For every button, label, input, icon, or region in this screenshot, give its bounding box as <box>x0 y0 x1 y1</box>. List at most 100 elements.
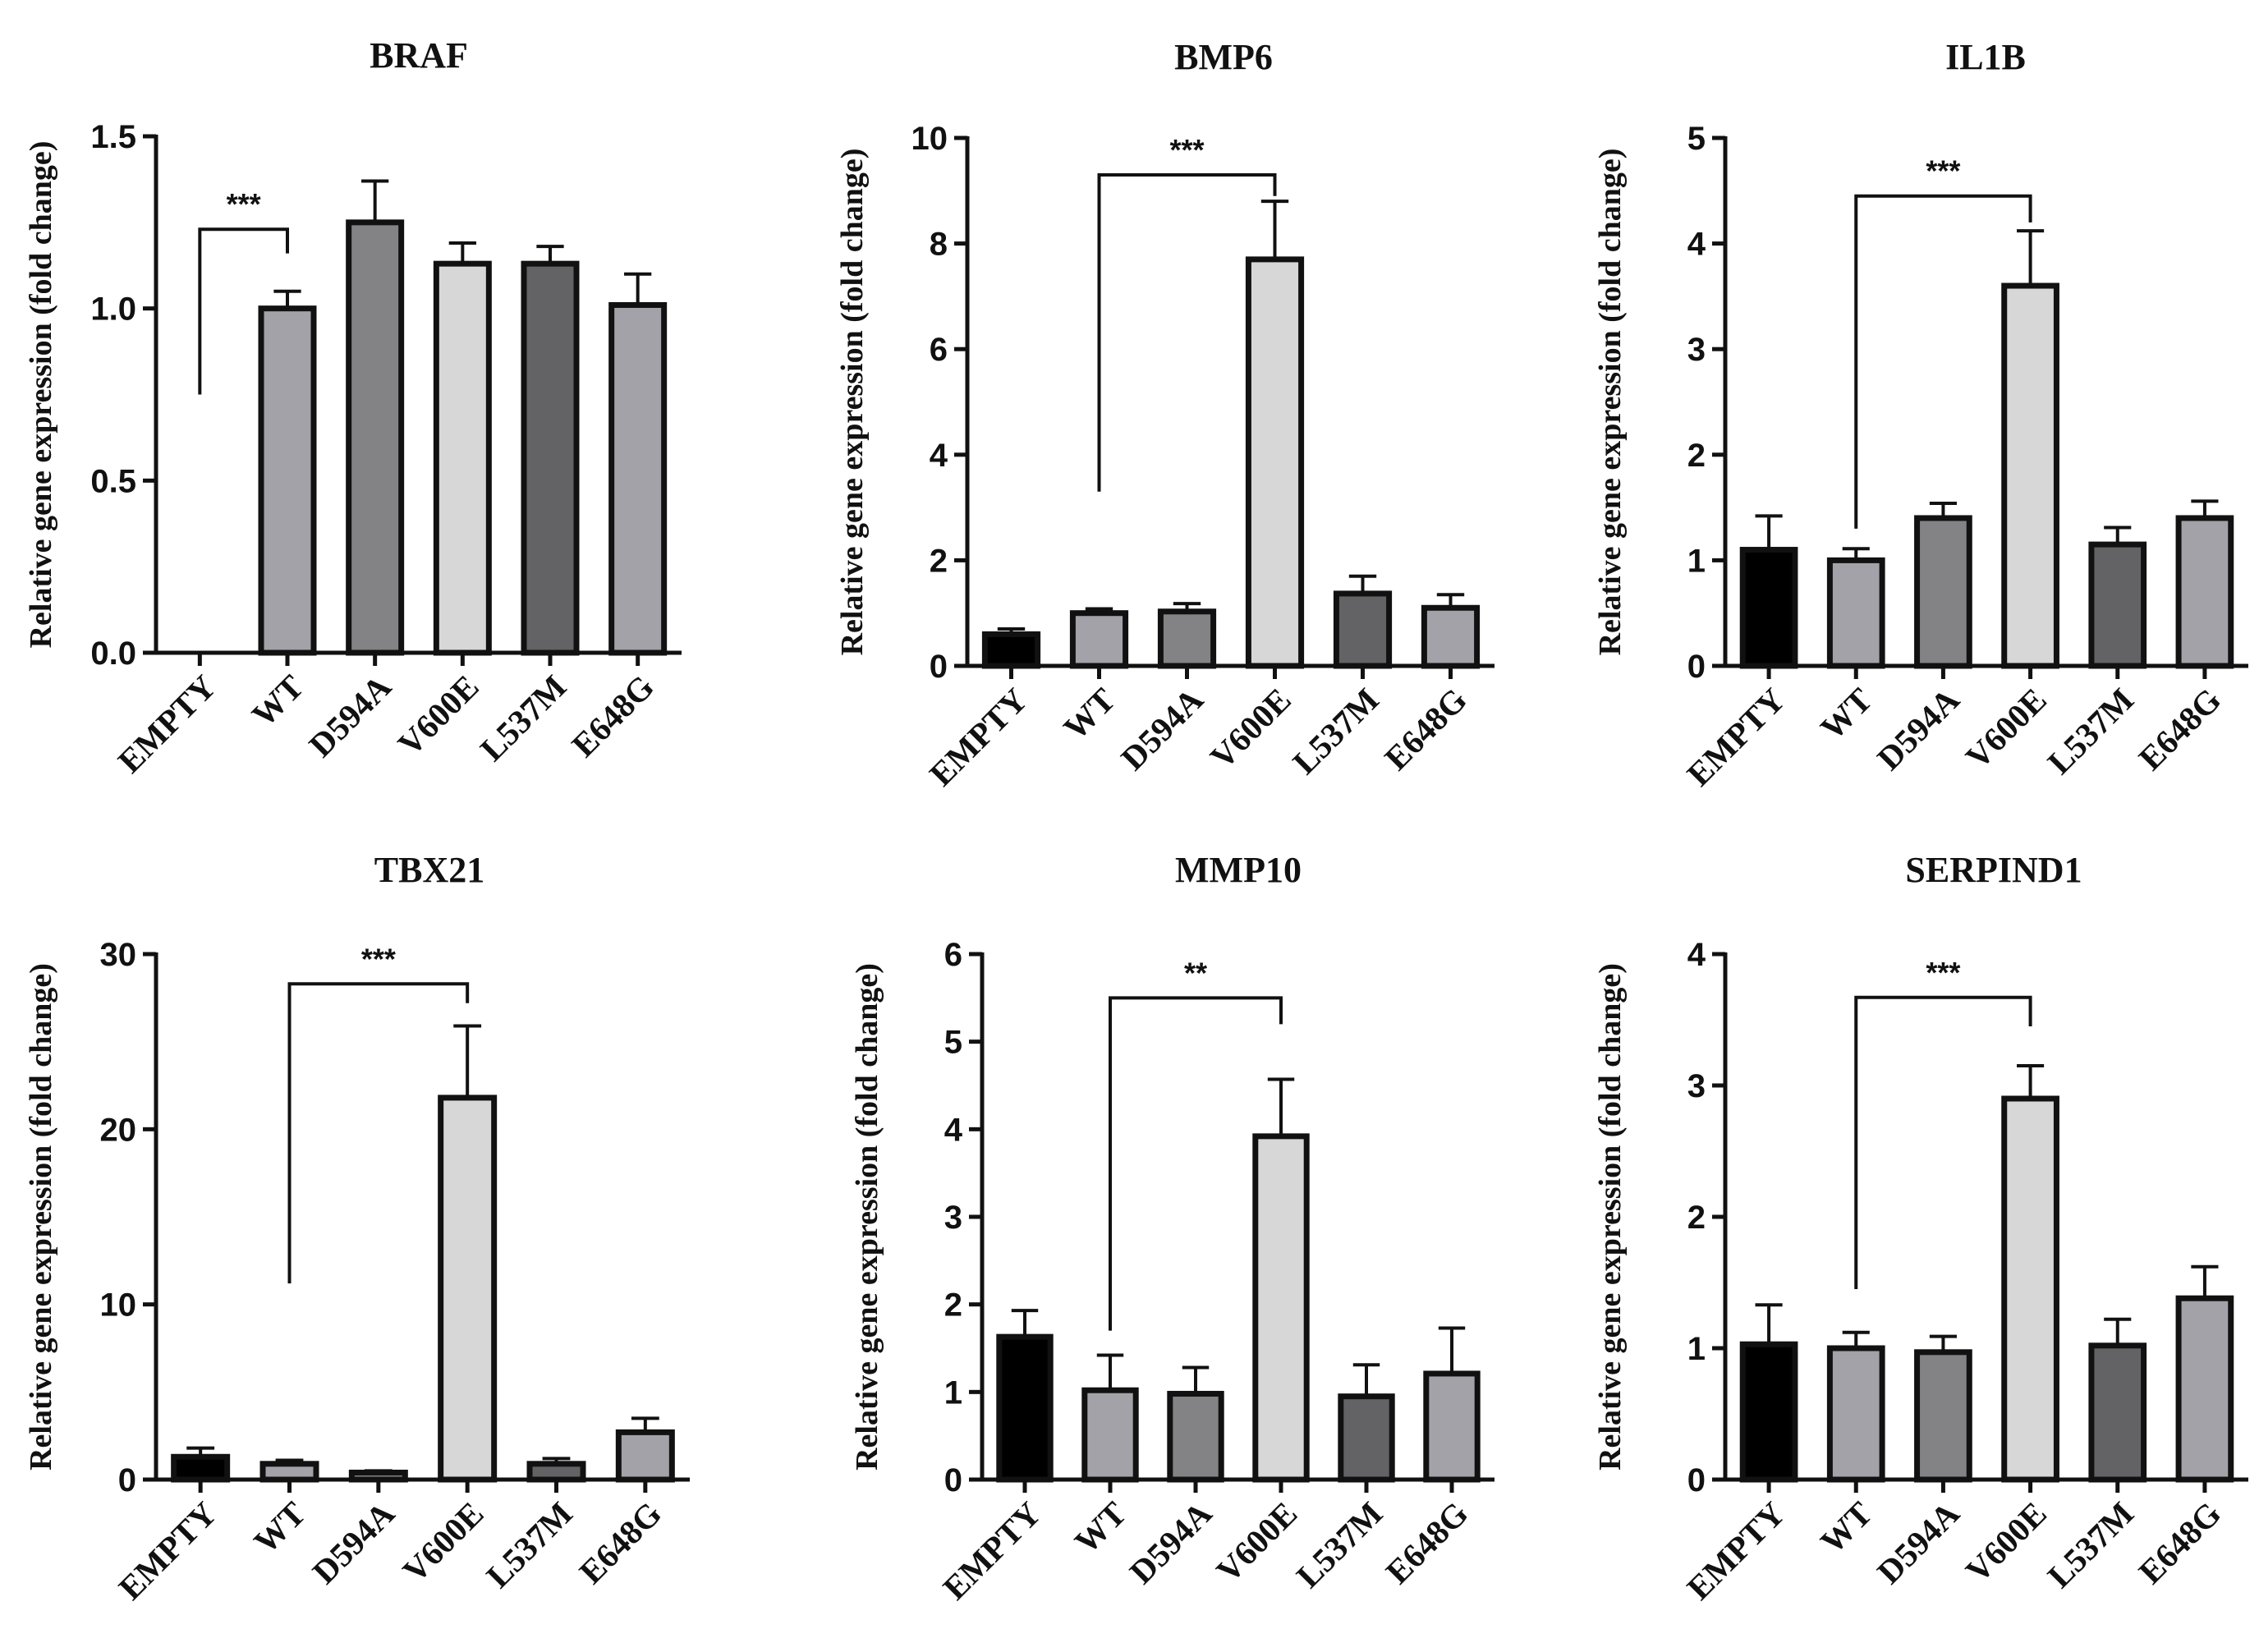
x-category-label: EMPTY <box>1679 1494 1792 1607</box>
x-category-label: V600E <box>395 1494 490 1590</box>
significance-bracket <box>1854 995 2032 1289</box>
x-category-label: EMPTY <box>1679 681 1792 793</box>
chart-title: BRAF <box>370 35 468 76</box>
y-tick-label: 1.5 <box>90 119 136 155</box>
bar-empty <box>1739 547 1798 669</box>
x-category-label: D594A <box>1870 681 1967 778</box>
bar-wt <box>1069 610 1129 669</box>
x-category-label: L537M <box>1285 681 1386 782</box>
y-tick-label: 0 <box>1687 1462 1706 1498</box>
bar-l537m <box>1338 1393 1395 1483</box>
x-category-label: L537M <box>479 1494 580 1595</box>
y-tick-label: 5 <box>944 1025 962 1061</box>
x-category-label: EMPTY <box>922 681 1035 793</box>
x-category-label: D594A <box>1870 1494 1967 1591</box>
significance-label: ** <box>1184 956 1207 989</box>
y-tick-label: 0 <box>944 1462 962 1498</box>
significance-bracket <box>287 982 470 1284</box>
significance-bracket <box>1109 996 1283 1331</box>
bar-v600e <box>433 260 492 656</box>
y-tick-label: 0 <box>118 1462 136 1498</box>
x-category-label: D594A <box>1122 1494 1219 1591</box>
y-tick-label: 2 <box>1687 1200 1706 1236</box>
y-tick-label: 1 <box>944 1374 962 1411</box>
y-tick-label: 4 <box>944 1112 963 1148</box>
x-category-label: WT <box>1067 1494 1133 1561</box>
chart-title: BMP6 <box>1174 37 1273 77</box>
bar-e648g <box>2175 515 2234 669</box>
y-tick-label: 3 <box>1687 1068 1706 1104</box>
y-tick-label: 4 <box>930 438 948 474</box>
x-category-label: V600E <box>1209 1494 1304 1590</box>
bar-wt <box>1826 557 1885 669</box>
chart-panel-tbx21: TBX21 Relative gene expression (fold chan… <box>24 850 690 1607</box>
x-category-label: V600E <box>390 668 485 763</box>
y-tick-label: 0 <box>1687 649 1706 685</box>
y-tick-label: 6 <box>944 937 962 973</box>
bar-v600e <box>1252 1133 1310 1483</box>
bar-e648g <box>608 301 668 656</box>
y-tick-label: 30 <box>100 937 137 973</box>
y-tick-label: 1.0 <box>90 291 136 328</box>
significance-bracket <box>1097 173 1277 492</box>
significance-bracket <box>198 227 289 395</box>
significance-label: *** <box>361 942 396 975</box>
x-category-label: D594A <box>305 1494 402 1591</box>
chart-title: MMP10 <box>1175 850 1302 890</box>
bar-e648g <box>1421 604 1481 669</box>
chart-title: TBX21 <box>374 850 484 890</box>
bar-wt <box>258 305 317 656</box>
bar-wt <box>259 1461 319 1483</box>
bar-empty <box>171 1453 231 1483</box>
y-tick-label: 0 <box>930 649 948 685</box>
x-category-label: D594A <box>301 668 398 764</box>
y-axis-label: Relative gene expression (fold change) <box>835 149 870 656</box>
y-tick-label: 20 <box>100 1112 137 1148</box>
y-tick-label: 0.0 <box>90 636 136 672</box>
x-category-label: V600E <box>1203 681 1298 776</box>
x-category-label: E648G <box>2131 1494 2228 1591</box>
x-category-label: EMPTY <box>111 1494 223 1607</box>
bar-wt <box>1081 1387 1139 1483</box>
y-tick-label: 0.5 <box>90 463 136 499</box>
x-category-label: L537M <box>1289 1494 1390 1595</box>
y-tick-label: 6 <box>930 332 948 368</box>
y-tick-label: 10 <box>911 121 948 157</box>
x-category-label: L537M <box>473 668 574 769</box>
bar-e648g <box>2175 1295 2234 1483</box>
bar-d594a <box>1914 515 1972 669</box>
y-tick-label: 2 <box>930 543 948 579</box>
bar-v600e <box>1245 256 1305 669</box>
x-category-label: V600E <box>1958 681 2054 776</box>
x-category-label: E648G <box>1378 1494 1475 1591</box>
y-tick-label: 4 <box>1687 227 1706 263</box>
y-axis-label: Relative gene expression (fold change) <box>850 963 884 1471</box>
x-category-label: E648G <box>564 668 661 764</box>
chart-panel-braf: BRAF Relative gene expression (fold chang… <box>24 35 682 780</box>
y-tick-label: 3 <box>1687 332 1706 368</box>
significance-label: *** <box>1169 133 1204 167</box>
x-category-label: EMPTY <box>935 1494 1048 1607</box>
bar-v600e <box>2001 282 2059 669</box>
significance-label: *** <box>227 187 261 221</box>
bar-e648g <box>1423 1370 1481 1483</box>
x-category-label: WT <box>246 1494 313 1561</box>
y-tick-label: 1 <box>1687 1331 1706 1367</box>
chart-panel-mmp10: MMP10 Relative gene expression (fold chan… <box>850 850 1495 1607</box>
x-category-label: WT <box>1056 681 1123 747</box>
bar-wt <box>1826 1345 1885 1483</box>
x-category-label: E648G <box>1377 681 1474 778</box>
bar-d594a <box>1157 608 1217 669</box>
significance-label: *** <box>1926 956 1960 989</box>
bar-d594a <box>1167 1390 1224 1483</box>
chart-panel-bmp6: BMP6 Relative gene expression (fold chang… <box>835 37 1495 793</box>
x-category-label: E648G <box>2131 681 2228 778</box>
chart-title: SERPIND1 <box>1905 850 2082 890</box>
bar-d594a <box>348 1469 408 1483</box>
x-category-label: EMPTY <box>110 668 223 780</box>
y-axis-label: Relative gene expression (fold change) <box>1593 963 1628 1471</box>
bar-d594a <box>1914 1349 1972 1483</box>
x-category-label: D594A <box>1113 681 1210 778</box>
bar-empty <box>996 1333 1054 1483</box>
